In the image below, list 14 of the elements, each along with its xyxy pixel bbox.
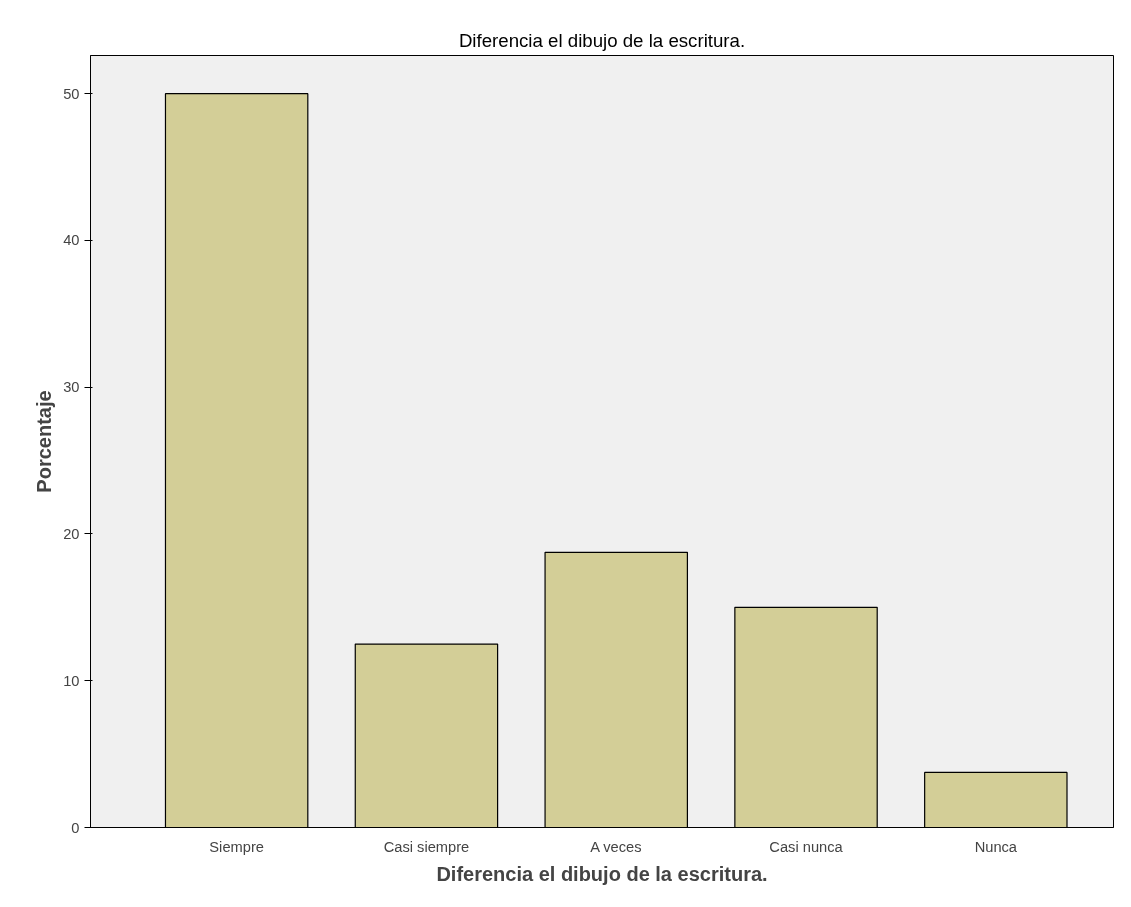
x-tick-label: Nunca — [974, 838, 1018, 855]
y-tick-label: 50 — [63, 85, 80, 102]
x-axis-title: Diferencia el dibujo de la escritura. — [436, 862, 768, 885]
y-tick-label: 30 — [63, 379, 80, 396]
x-tick-label: Casi nunca — [769, 838, 844, 855]
x-tick-label: Siempre — [209, 838, 264, 855]
x-tick-label: A veces — [590, 838, 642, 855]
y-tick-label: 40 — [63, 232, 80, 249]
y-axis-title: Porcentaje — [33, 390, 56, 493]
chart-title: Diferencia el dibujo de la escritura. — [458, 29, 746, 51]
y-tick-label: 0 — [71, 819, 80, 836]
y-tick-label: 10 — [63, 672, 80, 689]
x-tick-label: Casi siempre — [383, 838, 470, 855]
y-tick-label: 20 — [63, 525, 80, 542]
